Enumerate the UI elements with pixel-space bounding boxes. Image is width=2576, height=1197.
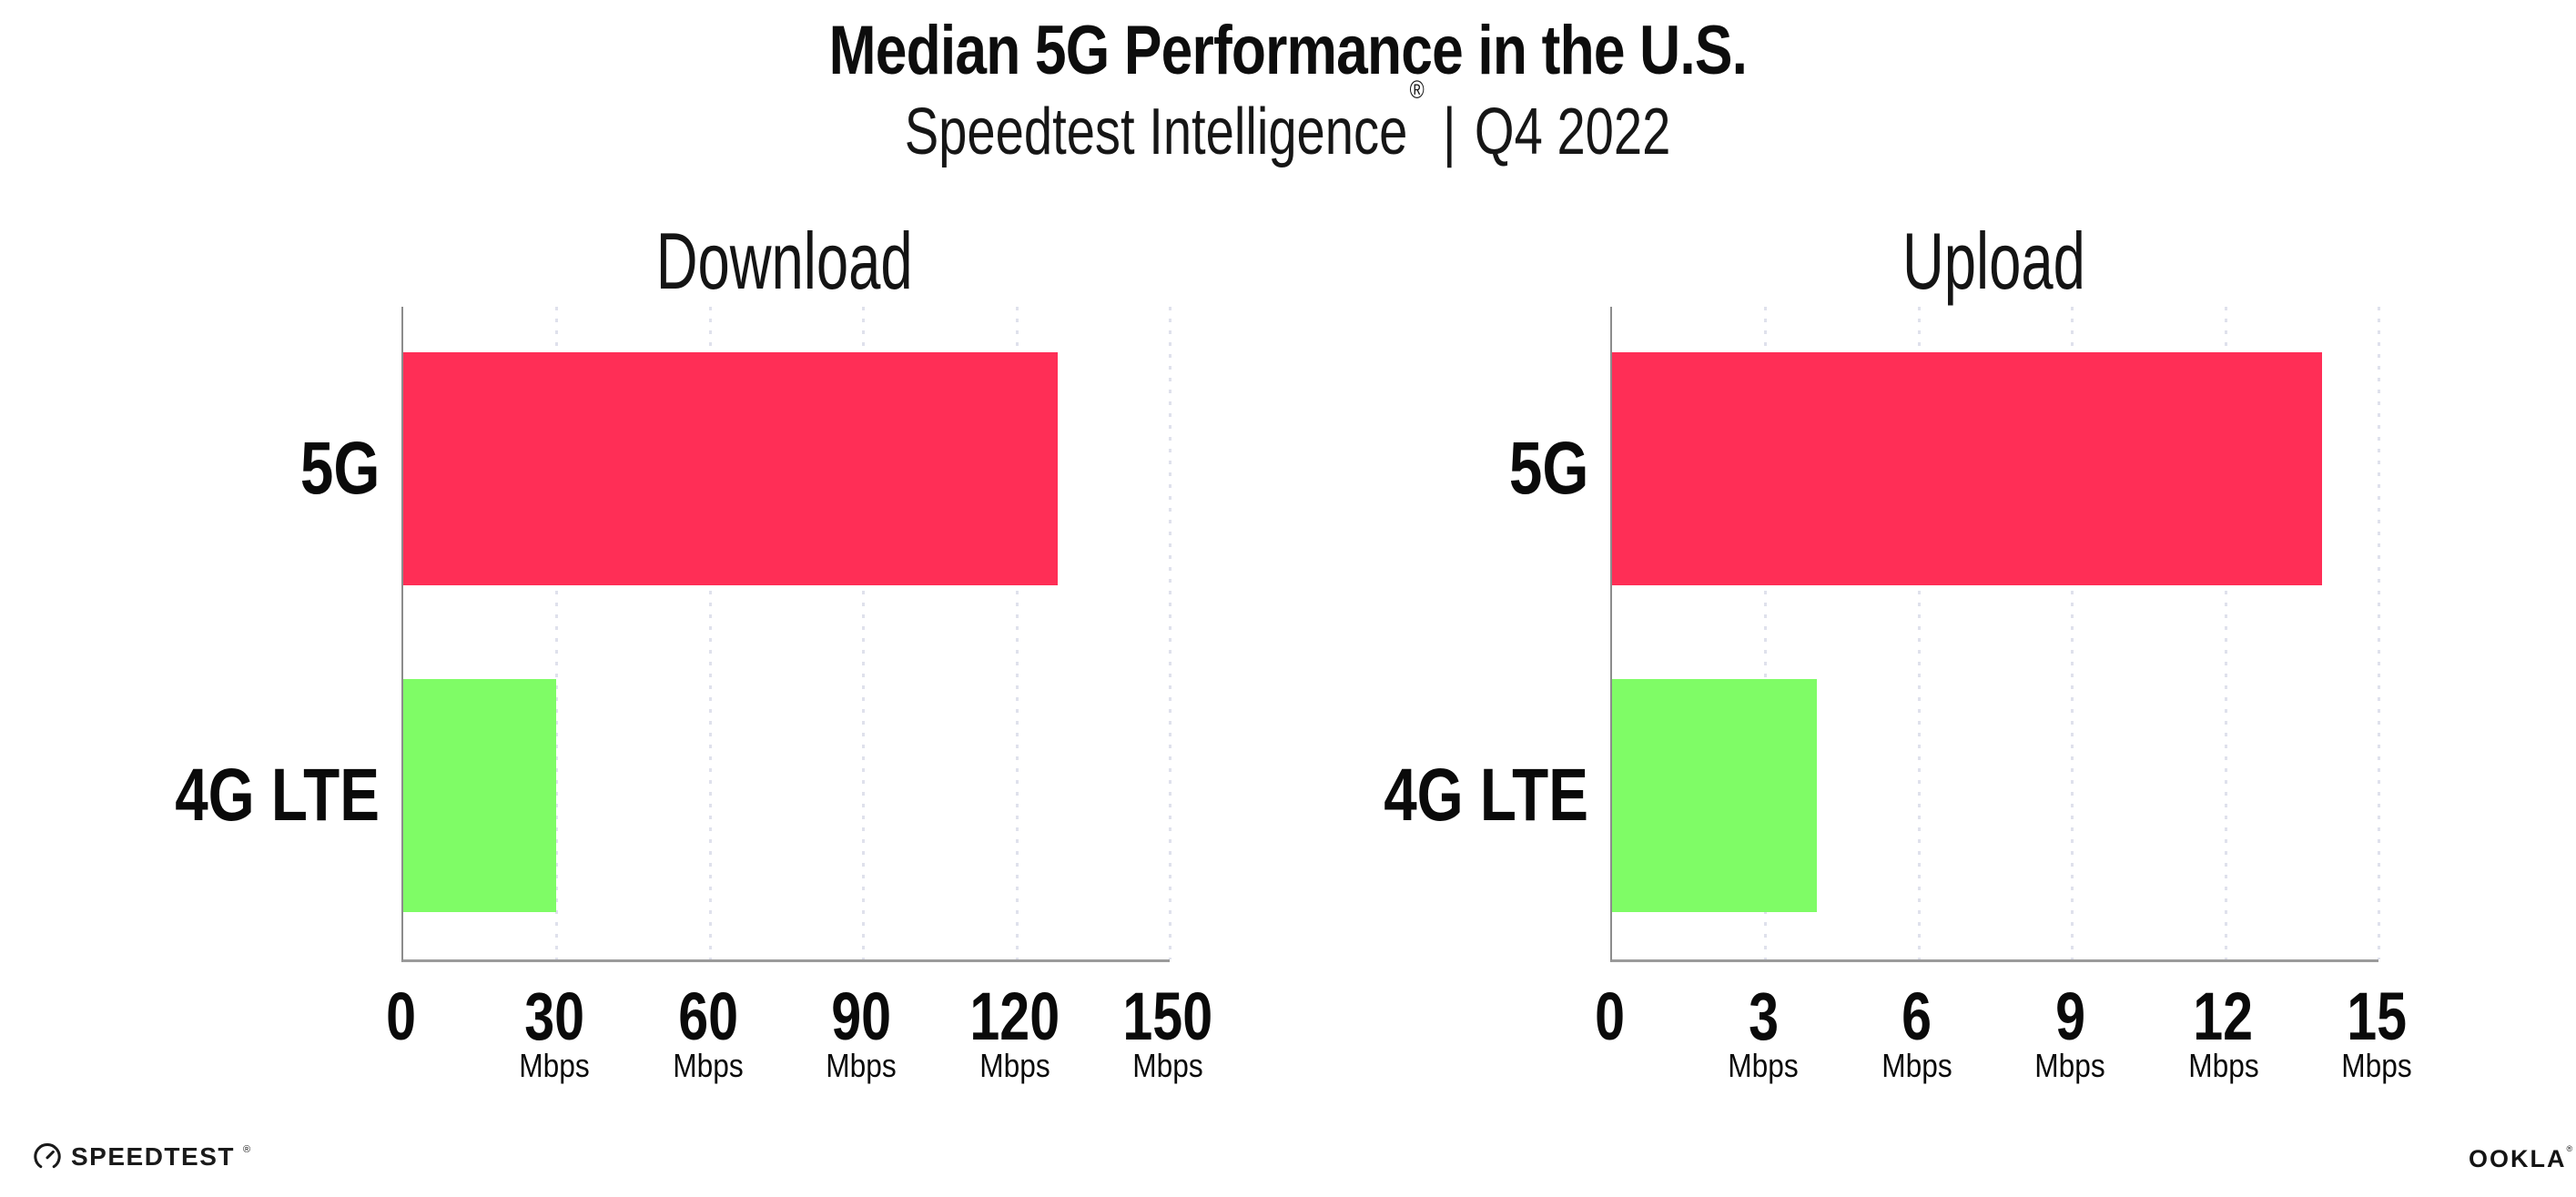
tick-label-60: 60 — [617, 978, 799, 1055]
tick-unit-label-9: Mbps — [1979, 1047, 2161, 1085]
gridline-150 — [1169, 307, 1171, 959]
speedtest-logo: SPEEDTEST ® — [32, 1141, 250, 1172]
tick-label-text: 15 — [2347, 979, 2407, 1054]
tick-unit-text: Mbps — [2034, 1047, 2105, 1084]
subtitle-product: Speedtest Intelligence — [905, 96, 1408, 168]
ookla-logo: OOKLA ® — [2469, 1144, 2573, 1173]
subtitle-registered-mark: ® — [1410, 76, 1425, 104]
subtitle-period: Q4 2022 — [1475, 96, 1671, 168]
tick-label-0: 0 — [310, 978, 492, 1055]
tick-label-text: 9 — [2054, 979, 2085, 1054]
category-label-text: 4G LTE — [175, 754, 380, 837]
gridline-9 — [2071, 307, 2074, 959]
gridline-60 — [708, 307, 712, 959]
tick-label-9: 9 — [1979, 978, 2161, 1055]
category-label-text: 5G — [1508, 427, 1588, 510]
tick-label-text: 120 — [969, 979, 1060, 1054]
gridline-15 — [2378, 307, 2380, 959]
category-label-4g-lte: 4G LTE — [1252, 679, 1588, 912]
page-title: Median 5G Performance in the U.S. — [0, 11, 2576, 90]
tick-unit-label-90: Mbps — [770, 1047, 952, 1085]
gridline-30 — [555, 307, 559, 959]
panel-title-text: Upload — [1902, 216, 2085, 306]
tick-label-text: 3 — [1748, 979, 1779, 1054]
category-label-text: 5G — [299, 427, 380, 510]
chart-panel-upload: Upload 0 3 Mbps 6 Mbps 9 Mbps 12 Mbps 15 Mbps 5G 4G L… — [1384, 0, 2412, 1197]
gridline-120 — [1015, 307, 1019, 959]
speedtest-registered-mark: ® — [242, 1144, 251, 1155]
tick-unit-label-60: Mbps — [617, 1047, 799, 1085]
tick-label-text: 30 — [524, 979, 585, 1054]
tick-label-text: 6 — [1902, 979, 1932, 1054]
page-subtitle: Speedtest Intelligence® | Q4 2022 — [0, 76, 2576, 169]
tick-label-90: 90 — [770, 978, 952, 1055]
tick-label-15: 15 — [2286, 978, 2468, 1055]
gridline-12 — [2224, 307, 2227, 959]
tick-unit-text: Mbps — [519, 1047, 591, 1084]
ookla-registered-mark: ® — [2566, 1144, 2573, 1153]
bar-5g-download — [403, 352, 1058, 585]
bar-4g-lte-upload — [1612, 679, 1817, 912]
tick-unit-label-3: Mbps — [1672, 1047, 1854, 1085]
category-label-5g: 5G — [43, 352, 380, 585]
tick-label-0: 0 — [1519, 978, 1701, 1055]
panel-title-download: Download — [401, 215, 1168, 308]
page-title-text: Median 5G Performance in the U.S. — [828, 12, 1748, 89]
tick-label-30: 30 — [463, 978, 645, 1055]
category-label-4g-lte: 4G LTE — [43, 679, 380, 912]
tick-unit-label-6: Mbps — [1826, 1047, 2008, 1085]
tick-unit-text: Mbps — [1881, 1047, 1952, 1084]
tick-unit-text: Mbps — [2187, 1047, 2259, 1084]
ookla-wordmark: OOKLA — [2469, 1145, 2567, 1172]
tick-unit-label-12: Mbps — [2133, 1047, 2315, 1085]
tick-label-12: 12 — [2133, 978, 2315, 1055]
subtitle-separator: | — [1443, 96, 1457, 168]
plot-area-upload — [1610, 307, 2380, 962]
tick-unit-text: Mbps — [2341, 1047, 2412, 1084]
tick-unit-text: Mbps — [826, 1047, 897, 1084]
tick-label-text: 0 — [386, 979, 417, 1054]
tick-unit-text: Mbps — [1728, 1047, 1800, 1084]
tick-label-150: 150 — [1077, 978, 1259, 1055]
tick-label-text: 12 — [2193, 979, 2254, 1054]
tick-unit-label-120: Mbps — [924, 1047, 1106, 1085]
bar-5g-upload — [1612, 352, 2323, 585]
category-label-text: 4G LTE — [1384, 754, 1588, 837]
tick-label-text: 0 — [1595, 979, 1626, 1054]
tick-label-3: 3 — [1672, 978, 1854, 1055]
page-subtitle-text: Speedtest Intelligence® | Q4 2022 — [905, 76, 1671, 169]
tick-unit-label-15: Mbps — [2286, 1047, 2468, 1085]
speedtest-wordmark: SPEEDTEST — [71, 1142, 235, 1171]
tick-unit-label-150: Mbps — [1077, 1047, 1259, 1085]
category-label-5g: 5G — [1252, 352, 1588, 585]
plot-area-download — [401, 307, 1171, 962]
tick-label-120: 120 — [924, 978, 1106, 1055]
tick-unit-text: Mbps — [673, 1047, 744, 1084]
tick-label-text: 60 — [677, 979, 738, 1054]
tick-label-6: 6 — [1826, 978, 2008, 1055]
gridline-6 — [1917, 307, 1921, 959]
chart-panel-download: Download 0 30 Mbps 60 Mbps 90 Mbps 120 Mbps 150 Mbp… — [175, 0, 1212, 1197]
tick-label-text: 90 — [831, 979, 892, 1054]
gridline-3 — [1764, 307, 1768, 959]
tick-unit-text: Mbps — [979, 1047, 1050, 1084]
speedtest-gauge-icon — [34, 1142, 61, 1169]
tick-unit-text: Mbps — [1132, 1047, 1203, 1084]
panel-title-upload: Upload — [1610, 215, 2377, 308]
panel-title-text: Download — [656, 216, 913, 306]
gridline-90 — [862, 307, 866, 959]
tick-label-text: 150 — [1122, 979, 1213, 1054]
bar-4g-lte-download — [403, 679, 557, 912]
tick-unit-label-30: Mbps — [463, 1047, 645, 1085]
